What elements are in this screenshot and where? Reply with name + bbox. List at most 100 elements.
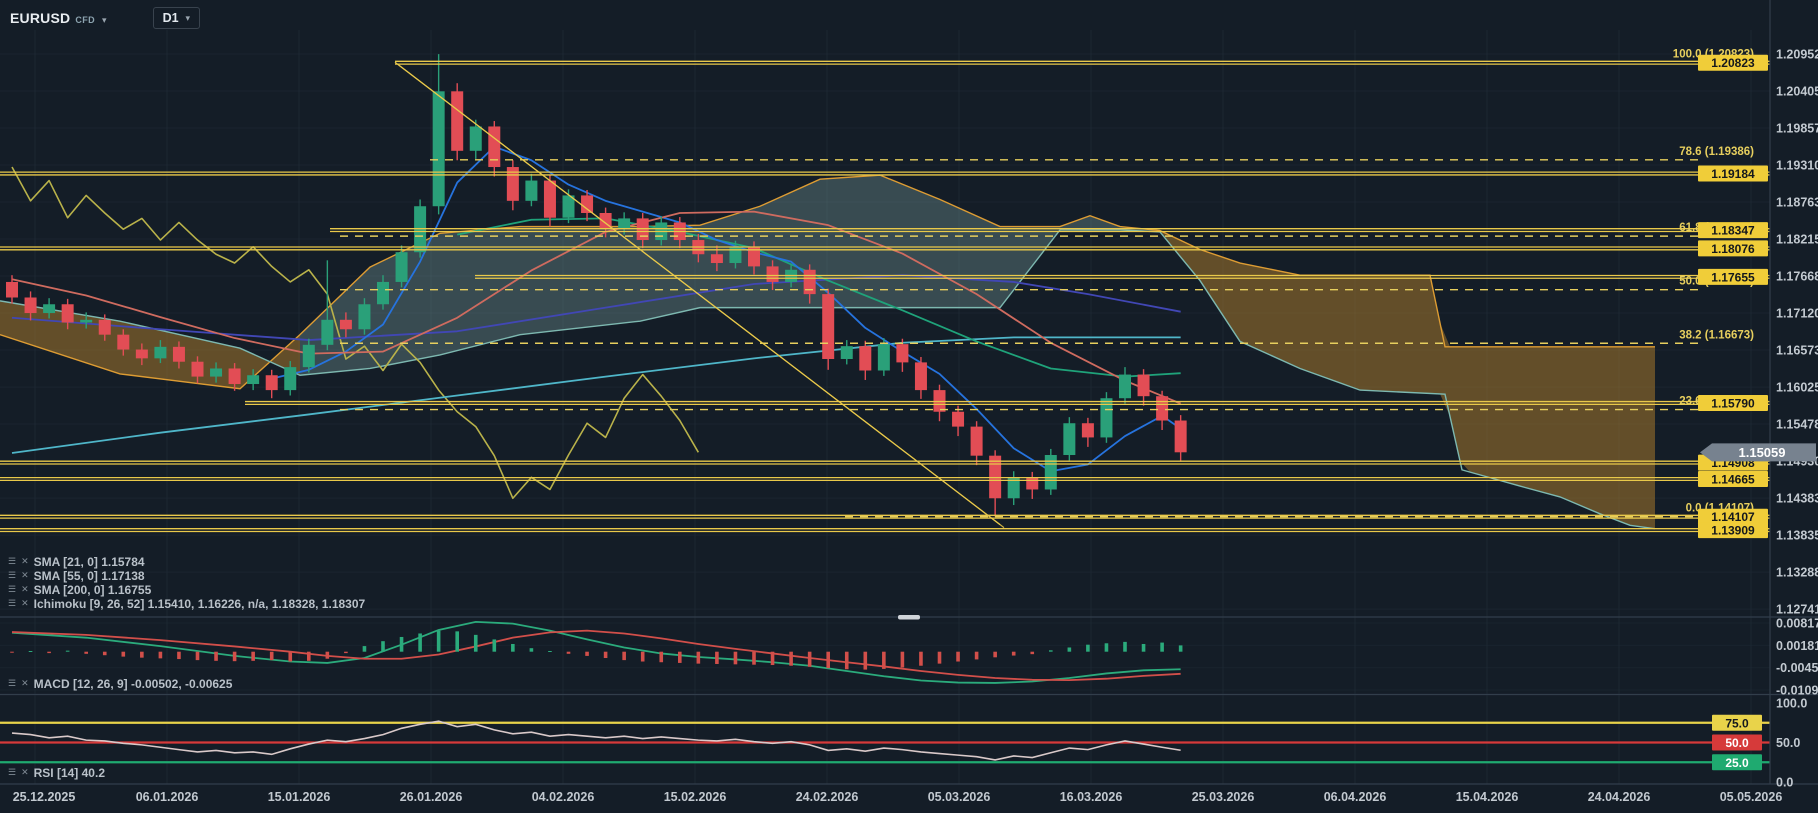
- candle: [358, 298, 371, 335]
- candle: [1007, 471, 1020, 506]
- candles[interactable]: [6, 54, 1187, 517]
- svg-text:15.01.2026: 15.01.2026: [268, 790, 331, 804]
- legend-row-ichimoku: ☰ ✕ Ichimoku [9, 26, 52] 1.15410, 1.1622…: [8, 596, 366, 611]
- svg-text:15.02.2026: 15.02.2026: [664, 790, 727, 804]
- svg-text:06.01.2026: 06.01.2026: [136, 790, 199, 804]
- candle: [729, 240, 742, 269]
- candle: [1044, 448, 1057, 495]
- indicator-settings-icon[interactable]: ☰: [8, 678, 17, 688]
- indicator-settings-icon[interactable]: ☰: [8, 556, 17, 566]
- candle: [395, 245, 408, 288]
- indicator-label: SMA [200, 0] 1.16755: [33, 582, 152, 597]
- date-axis[interactable]: 25.12.2025 06.01.2026 15.01.2026 26.01.2026…: [13, 790, 1783, 804]
- indicator-remove-icon[interactable]: ✕: [21, 570, 29, 580]
- current-price-badge: 1.15059: [1700, 443, 1816, 462]
- timeframe-selector[interactable]: D1 ▾: [152, 7, 201, 29]
- symbol-selector[interactable]: EURUSD CFD ▾: [10, 10, 107, 26]
- candle: [840, 340, 853, 365]
- candle: [1081, 417, 1094, 447]
- svg-text:1.19857: 1.19857: [1776, 122, 1818, 136]
- svg-text:16.03.2026: 16.03.2026: [1060, 790, 1123, 804]
- trendline[interactable]: [394, 61, 1005, 529]
- candle: [6, 275, 18, 304]
- candle: [914, 356, 927, 399]
- macd-histogram: [10, 630, 1183, 670]
- indicator-settings-icon[interactable]: ☰: [8, 767, 17, 777]
- svg-text:1.14107: 1.14107: [1711, 510, 1755, 524]
- svg-text:1.18076: 1.18076: [1711, 242, 1755, 256]
- svg-text:05.03.2026: 05.03.2026: [928, 790, 991, 804]
- indicator-label: Ichimoku [9, 26, 52] 1.15410, 1.16226, n…: [33, 596, 366, 611]
- candle: [543, 175, 556, 227]
- svg-text:1.12741: 1.12741: [1776, 603, 1818, 617]
- pane-resize-handle[interactable]: [898, 615, 920, 620]
- candle: [525, 173, 538, 207]
- fib-label: 78.6 (1.19386): [1679, 146, 1754, 158]
- indicator-remove-icon[interactable]: ✕: [21, 598, 29, 608]
- price-level-badge: [1698, 165, 1768, 182]
- svg-text:1.16573: 1.16573: [1776, 344, 1818, 358]
- rsi-level-badge: [1712, 754, 1762, 771]
- candle: [859, 340, 872, 380]
- svg-text:1.18763: 1.18763: [1776, 195, 1818, 209]
- price-level-badge: [1698, 508, 1768, 525]
- chevron-down-icon: ▾: [102, 15, 107, 25]
- indicator-remove-icon[interactable]: ✕: [21, 767, 29, 777]
- indicator-remove-icon[interactable]: ✕: [21, 678, 29, 688]
- rsi-line: [11, 720, 1181, 761]
- candle: [172, 341, 185, 369]
- candle: [877, 338, 890, 376]
- indicator-label: RSI [14] 40.2: [33, 765, 105, 780]
- chart-plot-area[interactable]: [0, 30, 1770, 615]
- indicator-remove-icon[interactable]: ✕: [21, 584, 29, 594]
- price-level-badge: [1698, 240, 1768, 257]
- candle: [1026, 471, 1039, 499]
- svg-text:1.15478: 1.15478: [1776, 418, 1818, 432]
- candle: [896, 338, 909, 372]
- indicator-remove-icon[interactable]: ✕: [21, 556, 29, 566]
- price-level-badge: [1698, 268, 1768, 285]
- svg-text:1.20405: 1.20405: [1776, 84, 1818, 98]
- price-level-badge: [1698, 522, 1768, 539]
- rsi-level-badge: [1712, 734, 1762, 751]
- price-levels[interactable]: [0, 60, 1770, 533]
- candle: [43, 298, 56, 319]
- indicator-label: SMA [21, 0] 1.15784: [33, 554, 145, 569]
- svg-text:0.00817: 0.00817: [1776, 617, 1818, 631]
- indicator-settings-icon[interactable]: ☰: [8, 598, 17, 608]
- svg-text:0.0: 0.0: [1776, 776, 1793, 790]
- candle: [98, 314, 111, 341]
- candle: [506, 160, 519, 211]
- candle: [321, 260, 334, 351]
- svg-text:1.13835: 1.13835: [1776, 529, 1818, 543]
- pane-separators[interactable]: [0, 0, 1818, 785]
- sma55-line: [11, 274, 1181, 341]
- candle: [469, 119, 482, 159]
- svg-text:24.04.2026: 24.04.2026: [1588, 790, 1651, 804]
- svg-text:1.19310: 1.19310: [1776, 158, 1818, 172]
- svg-text:04.02.2026: 04.02.2026: [532, 790, 595, 804]
- candle: [989, 450, 1002, 517]
- svg-text:1.13288: 1.13288: [1776, 566, 1818, 580]
- indicator-settings-icon[interactable]: ☰: [8, 570, 17, 580]
- macd-signal-line: [11, 629, 1181, 682]
- svg-text:1.14383: 1.14383: [1776, 492, 1818, 506]
- candle: [1063, 417, 1076, 461]
- svg-text:100.0: 100.0: [1776, 697, 1807, 711]
- candle: [154, 340, 167, 364]
- timeframe-label: D1: [162, 11, 179, 25]
- candle: [1174, 415, 1187, 462]
- senkou-b-line: [0, 229, 1656, 530]
- candle: [1100, 392, 1113, 443]
- indicator-settings-icon[interactable]: ☰: [8, 584, 17, 594]
- price-axis[interactable]: 1.20952 1.20405 1.19857 1.19310 1.18763 1.182…: [1776, 48, 1818, 790]
- indicator-label: SMA [55, 0] 1.17138: [33, 568, 145, 583]
- candle: [24, 291, 37, 321]
- candle: [451, 83, 464, 161]
- svg-text:1.17655: 1.17655: [1711, 270, 1755, 284]
- svg-text:1.15059: 1.15059: [1739, 445, 1786, 460]
- chevron-down-icon: ▾: [185, 12, 191, 23]
- svg-text:25.03.2026: 25.03.2026: [1192, 790, 1255, 804]
